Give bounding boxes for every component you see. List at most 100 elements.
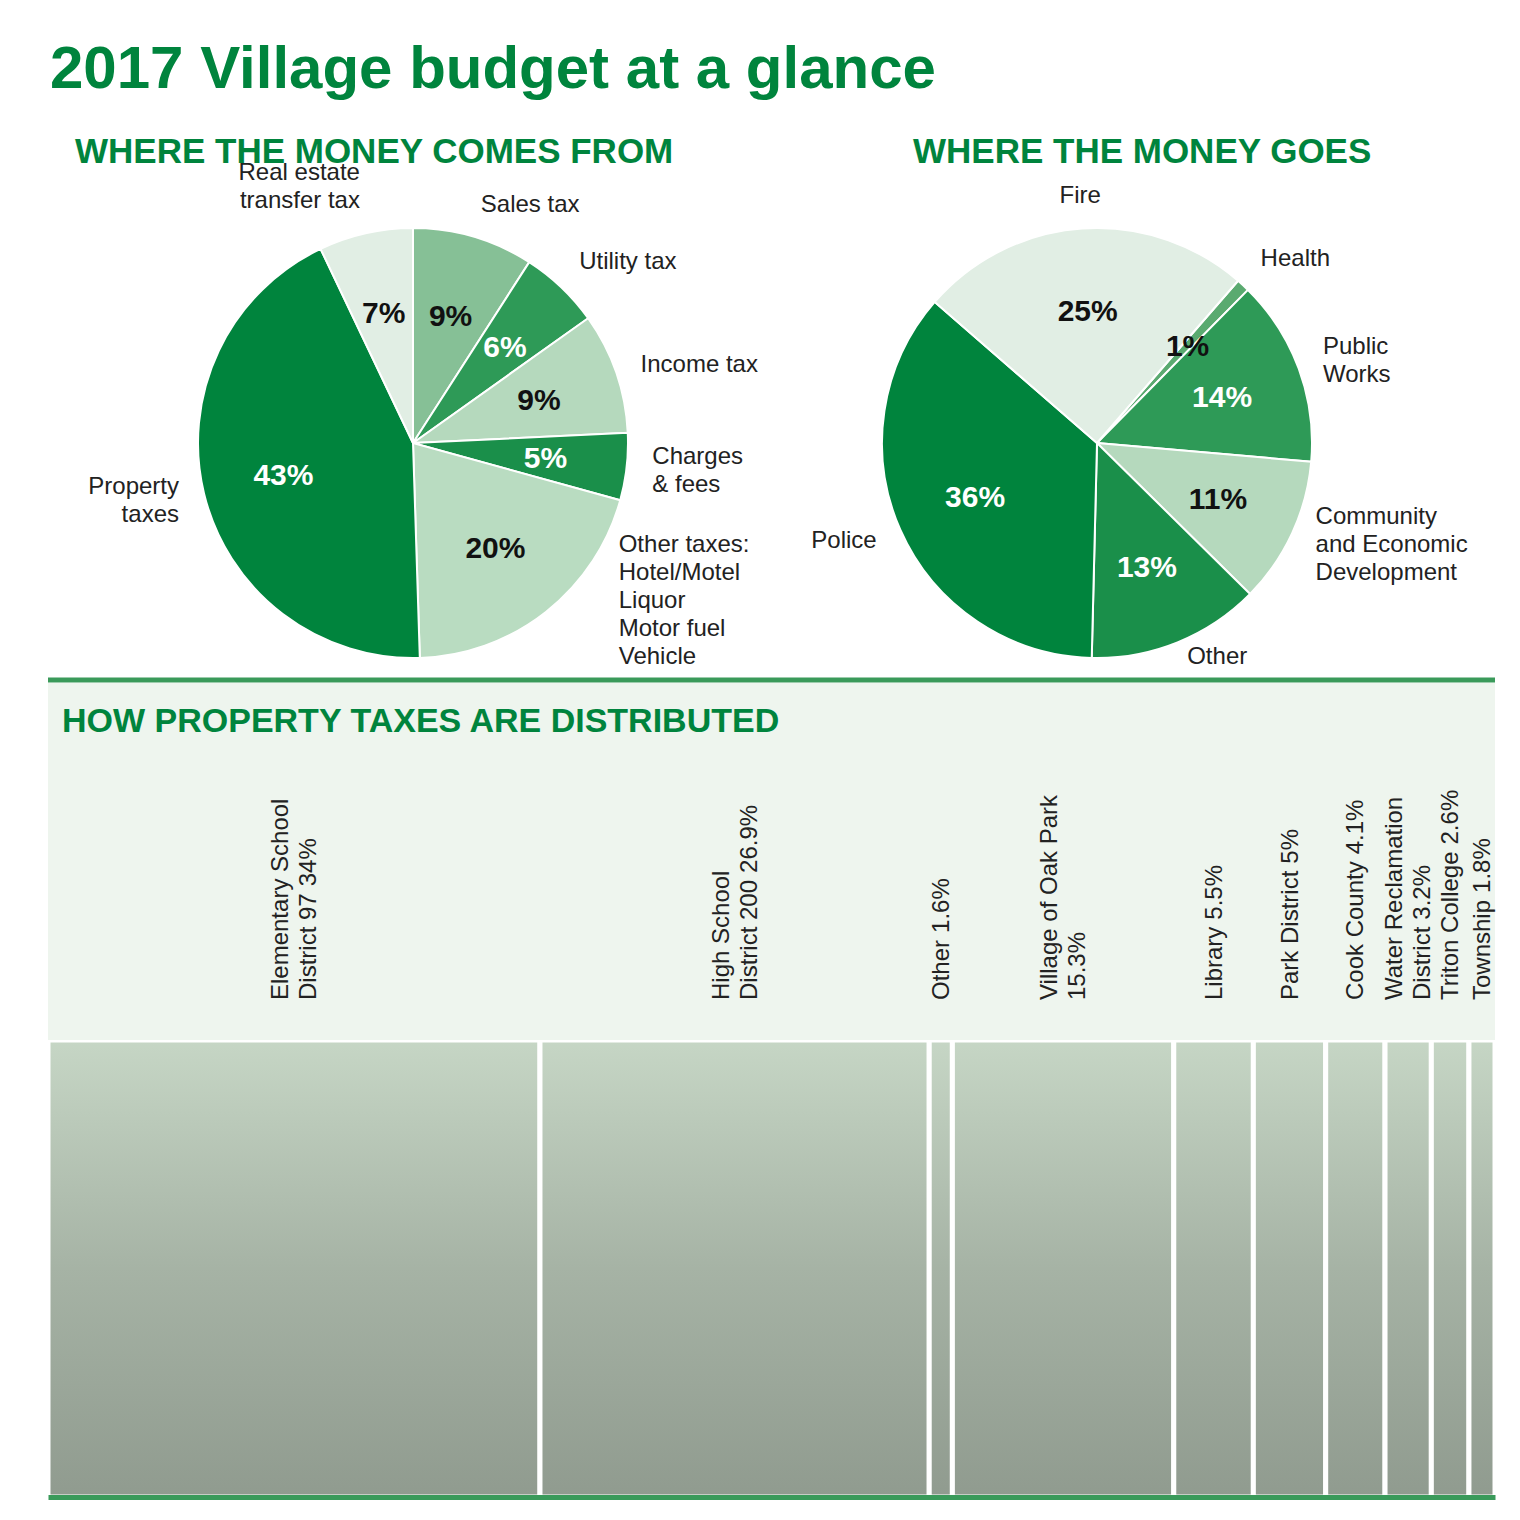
segment-label: Cook County 4.1% [1341,800,1368,1000]
panel [48,683,1495,1497]
category-label: Library [1200,927,1227,1000]
label-line: District [1408,926,1435,1000]
data-label: 5.5% [1200,865,1227,920]
data-label: 34% [294,838,321,886]
bar-segment [1174,1040,1254,1497]
data-label: 5% [1276,829,1303,864]
label-line: Sales tax [481,190,580,217]
category-label: Fire [1060,181,1101,208]
segment-label: Park District 5% [1276,829,1303,1000]
category-label: Other [927,940,954,1000]
label-line: and Economic [1316,530,1468,557]
category-label: Elementary SchoolDistrict 97 [266,799,321,1000]
bar-segment [48,1040,540,1497]
label-line: Community [1316,502,1437,529]
bar-segment [1469,1040,1495,1497]
category-label: Park District [1276,870,1303,1000]
category-label: Communityand EconomicDevelopment [1316,502,1468,585]
pie-slice [321,228,413,443]
category-label: Other taxes:Hotel/MotelLiquorMotor fuelV… [619,530,750,669]
category-label: Propertytaxes [88,472,179,527]
page: 2017 Village budget at a glance WHERE THE… [0,0,1520,1520]
chart-title: HOW PROPERTY TAXES ARE DISTRIBUTED [62,701,779,739]
axis-line [49,1495,1496,1500]
label-line: Utility tax [579,247,676,274]
bar-segment [540,1040,929,1497]
label-line: Cook County [1341,861,1368,1000]
pie-slice [413,443,620,658]
label-line: Elementary School [266,799,293,1000]
category-label: Village of Oak Park [1035,794,1062,1000]
label-line: transfer tax [240,186,360,213]
data-label: 1.6% [927,878,954,933]
segment-label: Elementary SchoolDistrict 9734% [266,799,321,1000]
category-labels: Health PublicWorks Communityand EconomicDe… [811,181,1467,669]
segment-label: High SchoolDistrict 20026.9% [707,805,762,1000]
data-label: 5% [524,441,567,474]
label-line: taxes [122,500,179,527]
data-label: 4.1% [1341,800,1368,855]
bar-chart: HOW PROPERTY TAXES ARE DISTRIBUTED Elemen… [48,680,1496,1498]
pie-slice [1092,443,1250,658]
label-line: Police [811,526,876,553]
category-label: Township [1468,900,1495,1000]
category-label: High SchoolDistrict 200 [707,871,762,1000]
segment-label: Other 1.6% [927,878,954,1000]
label-line: Township [1468,900,1495,1000]
label-line: Development [1316,558,1458,585]
label-line: Charges [652,442,743,469]
label-line: Other [1187,642,1247,669]
label-line: District 97 [294,893,321,1000]
bar-segment [1431,1040,1469,1497]
category-label: Water ReclamationDistrict [1380,797,1435,1000]
label-line: High School [707,871,734,1000]
category-label: Health [1261,244,1330,271]
category-label: Cook County [1341,861,1368,1000]
data-label: 9% [429,299,472,332]
category-label: PublicWorks [1323,332,1391,387]
label-line: Library [1200,927,1227,1000]
data-label: 14% [1192,380,1252,413]
pie-slice [198,249,420,658]
category-label: Police [811,526,876,553]
data-label: 6% [483,330,526,363]
label-line: Motor fuel [619,614,726,641]
value-axis [49,1497,1496,1498]
data-label: 9% [517,383,560,416]
data-label: 1.8% [1468,838,1495,893]
data-label: 11% [1189,482,1247,515]
chart-title: WHERE THE MONEY COMES FROM [75,131,673,170]
background [0,0,1520,1520]
category-label: Charges& fees [652,442,743,497]
data-label: 13% [1117,550,1177,583]
label-line: Liquor [619,586,686,613]
data-label: 7% [362,296,405,329]
data-label: 3.2% [1408,865,1435,920]
bar-segment [1253,1040,1325,1497]
label-line: Fire [1060,181,1101,208]
category-label: Sales tax [481,190,580,217]
data-label: 25% [1058,294,1118,327]
pie-slice [413,318,628,443]
label-line: Other taxes: [619,530,750,557]
label-line: Health [1261,244,1330,271]
segment-label: Township 1.8% [1468,838,1495,1000]
label-line: Other [927,940,954,1000]
label-line: Real estate [239,158,360,185]
label-line: Public [1323,332,1388,359]
page-title: 2017 Village budget at a glance [50,34,936,101]
segment-label: Village of Oak Park15.3% [1035,794,1090,1000]
category-label: Other [1187,642,1247,669]
category-label: Income tax [641,350,758,377]
chart-title: WHERE THE MONEY GOES [913,131,1371,170]
data-label: 43% [253,458,313,491]
bar-segment [1385,1040,1431,1497]
label-line: Hotel/Motel [619,558,740,585]
segment-label: Triton College2.6% [1436,790,1463,1000]
segment-label: Library 5.5% [1200,865,1227,1000]
pie-chart: WHERE THE MONEY GOES1%14%11%13%36%25%Hea… [811,131,1467,669]
category-label: Utility tax [579,247,676,274]
pie-chart: WHERE THE MONEY COMES FROM9%6%9%5%20%43%… [75,131,758,669]
label-line: Village of Oak Park [1035,794,1062,1000]
bar-segment [1326,1040,1385,1497]
